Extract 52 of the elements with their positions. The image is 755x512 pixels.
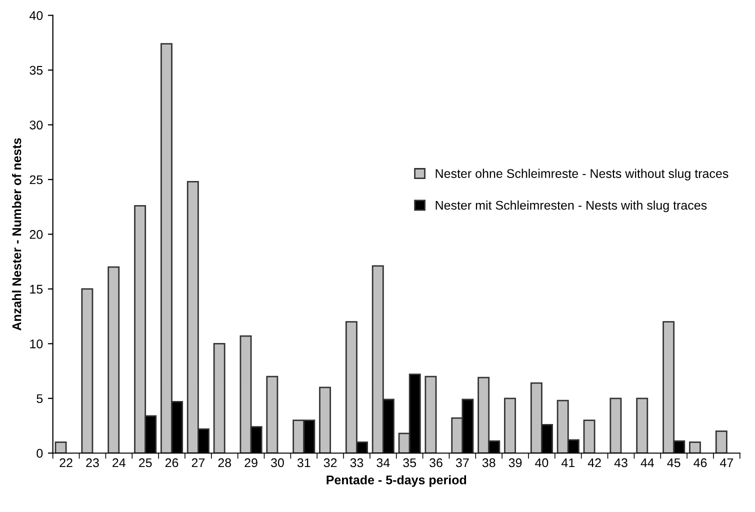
- x-tick-label: 39: [508, 458, 522, 468]
- x-tick-label: 23: [86, 458, 99, 468]
- bar: [504, 398, 516, 454]
- bar: [81, 288, 94, 454]
- bar: [108, 266, 120, 454]
- x-tick-label: 47: [720, 458, 734, 468]
- bar: [715, 430, 728, 454]
- y-tick-label: 5: [36, 394, 43, 404]
- y-tick-label: 40: [30, 11, 43, 20]
- x-tick-label: 25: [139, 458, 152, 468]
- x-tick-label: 33: [350, 458, 364, 468]
- x-tick-label: 34: [376, 458, 390, 468]
- x-tick-label: 32: [324, 458, 337, 468]
- y-tick-label: 0: [36, 448, 43, 458]
- x-tick-label: 27: [192, 458, 205, 468]
- bar: [319, 386, 332, 454]
- x-tick-label: 36: [430, 458, 442, 468]
- bar: [610, 398, 622, 454]
- x-tick-label: 29: [244, 458, 258, 468]
- x-tick-label: 38: [482, 458, 496, 468]
- x-tick-label: 30: [270, 458, 284, 468]
- bar: [54, 441, 67, 454]
- bar: [583, 420, 596, 454]
- x-tick-label: 26: [165, 458, 178, 468]
- legend-label: Nester ohne Schleimreste - Nests without slug traces: [436, 168, 728, 180]
- x-tick-label: 31: [297, 458, 310, 468]
- bar: [689, 441, 701, 454]
- x-tick-label: 40: [535, 458, 548, 468]
- x-tick-label: 37: [456, 458, 469, 468]
- y-tick-label: 35: [30, 66, 43, 75]
- x-tick-label: 45: [667, 458, 680, 468]
- x-tick-label: 24: [112, 458, 126, 468]
- x-axis-title: Pentade - 5-days period: [326, 475, 466, 487]
- legend-label: Nester mit Schleimresten - Nests with slug traces: [436, 200, 707, 212]
- x-tick-label: 35: [403, 458, 416, 468]
- y-tick-label: 10: [30, 339, 43, 348]
- bar: [424, 376, 437, 454]
- x-tick-label: 22: [60, 458, 72, 468]
- y-tick-label: 20: [30, 230, 43, 239]
- x-tick-label: 44: [640, 458, 654, 468]
- x-tick-label: 43: [614, 458, 628, 468]
- bar: [636, 398, 648, 454]
- x-tick-label: 46: [694, 458, 707, 468]
- x-tick-label: 42: [588, 458, 601, 468]
- y-axis-title: Anzahl Nester - Number of nests: [12, 138, 22, 330]
- bar: [266, 376, 278, 454]
- y-tick-label: 15: [30, 284, 43, 294]
- y-tick-label: 25: [30, 175, 43, 184]
- x-tick-label: 41: [561, 458, 574, 468]
- x-tick-label: 28: [218, 458, 232, 468]
- bar: [213, 342, 226, 454]
- y-tick-label: 30: [30, 120, 43, 130]
